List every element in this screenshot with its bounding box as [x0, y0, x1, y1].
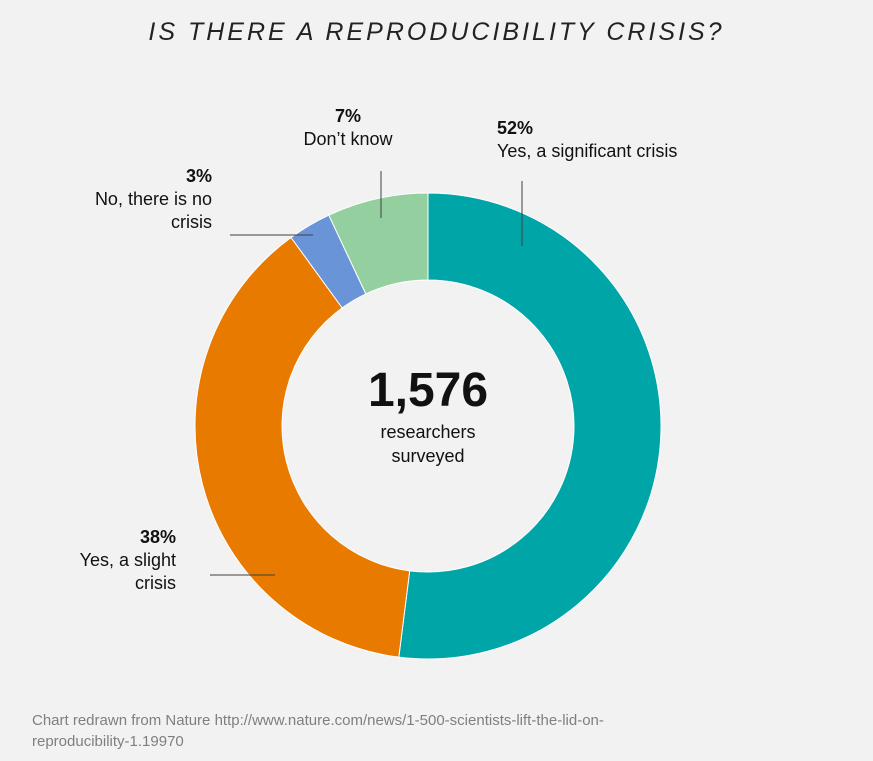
- label-dont-know-text: Don’t know: [303, 129, 393, 149]
- source-note-line2: reproducibility-1.19970: [32, 733, 184, 750]
- label-dont-know-pct: 7%: [334, 106, 361, 126]
- label-slight-text-2: crisis: [135, 573, 176, 593]
- source-note-line1: Chart redrawn from Nature http://www.nat…: [32, 712, 604, 729]
- label-slight: 38% Yes, a slight crisis: [40, 526, 176, 595]
- slice-dont-know: [328, 192, 429, 295]
- label-significant: 52% Yes, a significant crisis: [497, 117, 677, 163]
- chart-title: IS THERE A REPRODUCIBILITY CRISIS?: [148, 18, 725, 46]
- center-label-line2: surveyed: [391, 446, 465, 466]
- label-no-crisis: 3% No, there is no crisis: [40, 165, 212, 234]
- label-dont-know: 7% Don’t know: [278, 105, 418, 151]
- slice-significant-crisis: [398, 192, 662, 660]
- label-no-crisis-text-2: crisis: [171, 212, 212, 232]
- respondent-count: 1,576: [367, 364, 489, 417]
- label-no-crisis-text-1: No, there is no: [94, 189, 212, 209]
- label-slight-text-1: Yes, a slight: [79, 550, 176, 570]
- label-no-crisis-pct: 3%: [185, 166, 212, 186]
- source-note: Chart redrawn from Nature http://www.nat…: [32, 710, 832, 752]
- label-slight-pct: 38%: [139, 527, 176, 547]
- center-summary: 1,576 researchers surveyed: [328, 362, 528, 468]
- label-significant-pct: 52%: [497, 118, 534, 138]
- slice-slight-crisis: [194, 236, 411, 658]
- label-significant-text: Yes, a significant crisis: [497, 141, 678, 161]
- center-label-line1: researchers: [380, 422, 476, 442]
